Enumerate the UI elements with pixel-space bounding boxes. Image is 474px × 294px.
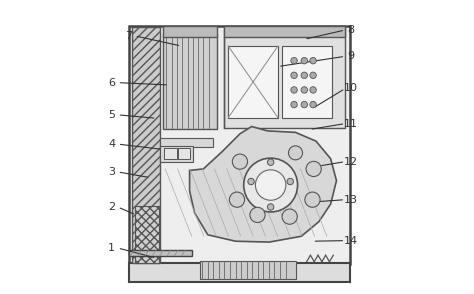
Text: 6: 6 — [108, 78, 115, 88]
Text: 3: 3 — [108, 167, 115, 177]
Bar — [132, 27, 160, 263]
Circle shape — [244, 158, 298, 212]
Text: 9: 9 — [347, 51, 355, 61]
Circle shape — [310, 101, 316, 108]
Text: 1: 1 — [108, 243, 115, 253]
Circle shape — [255, 170, 286, 200]
Circle shape — [306, 161, 321, 177]
Text: 14: 14 — [344, 235, 358, 245]
Text: 13: 13 — [344, 195, 358, 205]
Text: 8: 8 — [347, 25, 355, 35]
Bar — [129, 263, 350, 282]
Text: 2: 2 — [108, 202, 115, 212]
Circle shape — [232, 154, 247, 169]
Circle shape — [291, 72, 297, 78]
Circle shape — [301, 101, 308, 108]
Circle shape — [301, 87, 308, 93]
Circle shape — [291, 101, 297, 108]
Text: 4: 4 — [108, 139, 115, 149]
Circle shape — [289, 146, 302, 160]
Circle shape — [301, 57, 308, 64]
Bar — [163, 34, 218, 129]
Circle shape — [250, 207, 265, 223]
Bar — [224, 26, 345, 128]
Circle shape — [287, 178, 293, 185]
Bar — [224, 26, 345, 37]
Bar — [129, 26, 350, 264]
Circle shape — [291, 57, 297, 64]
Bar — [163, 26, 218, 37]
Bar — [160, 138, 213, 147]
Circle shape — [282, 209, 297, 224]
Text: 11: 11 — [344, 118, 358, 128]
Bar — [201, 261, 295, 279]
Text: 5: 5 — [108, 110, 115, 120]
Circle shape — [229, 192, 245, 207]
Bar — [129, 250, 191, 256]
Bar — [179, 148, 190, 159]
Circle shape — [310, 72, 316, 78]
Bar — [164, 148, 177, 159]
Text: 7: 7 — [125, 31, 132, 41]
Circle shape — [248, 178, 254, 185]
Circle shape — [301, 72, 308, 78]
Bar — [135, 206, 159, 263]
Text: 12: 12 — [344, 157, 358, 167]
Circle shape — [267, 204, 274, 210]
Bar — [160, 146, 192, 162]
Circle shape — [310, 87, 316, 93]
Bar — [228, 46, 278, 118]
Bar — [283, 46, 332, 118]
Circle shape — [267, 159, 274, 166]
Circle shape — [291, 87, 297, 93]
Circle shape — [305, 192, 320, 207]
Polygon shape — [190, 126, 337, 242]
Text: 10: 10 — [344, 83, 358, 93]
Circle shape — [310, 57, 316, 64]
